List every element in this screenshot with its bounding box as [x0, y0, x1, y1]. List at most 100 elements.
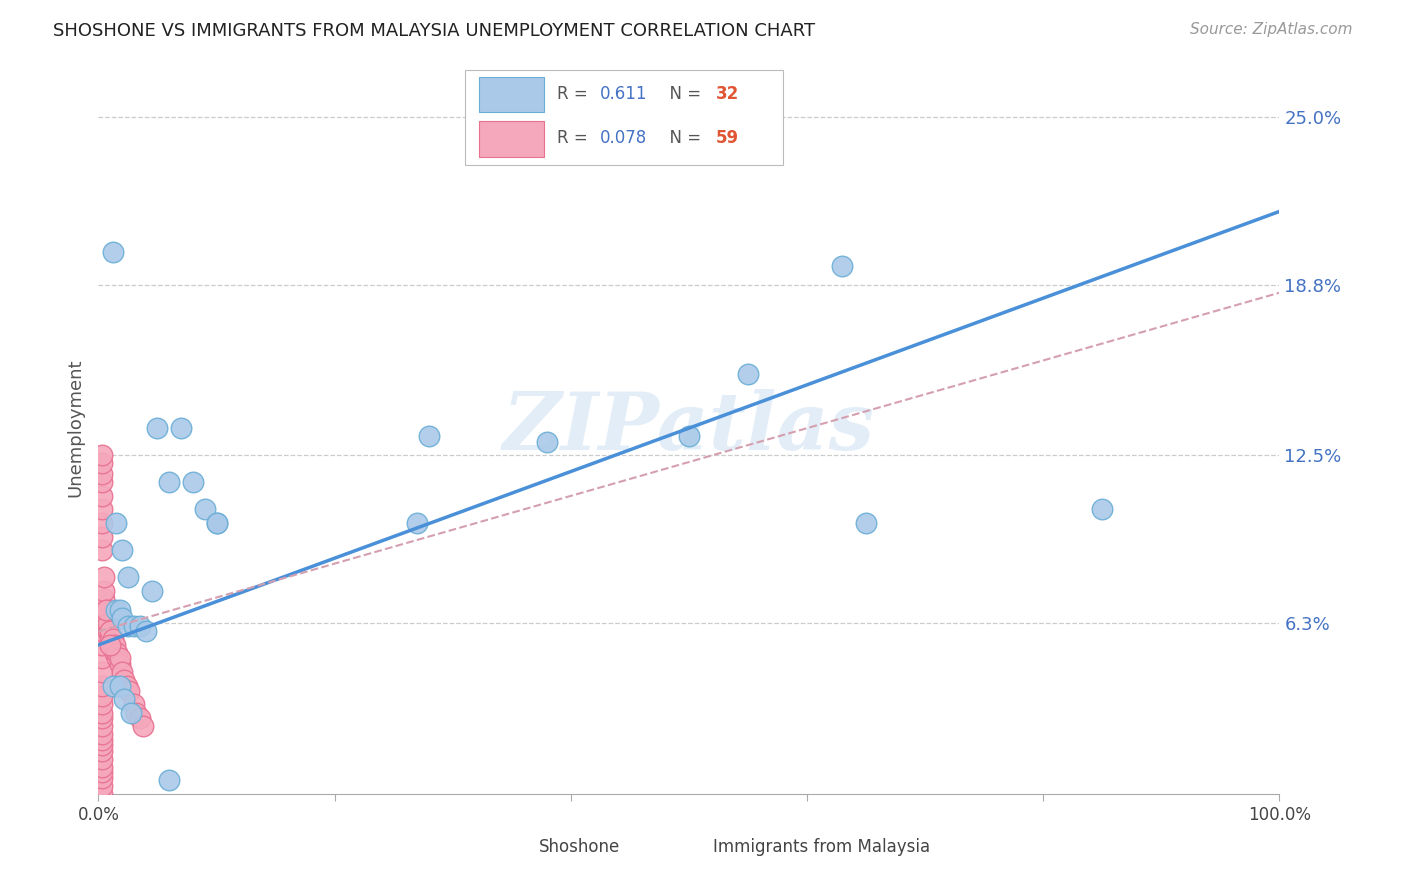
Text: SHOSHONE VS IMMIGRANTS FROM MALAYSIA UNEMPLOYMENT CORRELATION CHART: SHOSHONE VS IMMIGRANTS FROM MALAYSIA UNE…	[53, 22, 815, 40]
Point	[93, 591, 115, 606]
Point	[406, 516, 429, 530]
Point	[91, 543, 114, 558]
Point	[205, 516, 228, 530]
Point	[91, 738, 114, 752]
FancyBboxPatch shape	[644, 835, 700, 860]
Point	[121, 706, 143, 720]
Text: N =: N =	[659, 85, 707, 103]
Point	[93, 570, 115, 584]
Point	[91, 719, 114, 733]
Point	[105, 602, 128, 616]
Point	[536, 434, 558, 449]
Text: Source: ZipAtlas.com: Source: ZipAtlas.com	[1189, 22, 1353, 37]
FancyBboxPatch shape	[478, 77, 544, 112]
Point	[91, 760, 114, 774]
Point	[98, 630, 121, 644]
FancyBboxPatch shape	[464, 70, 783, 165]
Point	[91, 665, 114, 679]
Point	[101, 245, 124, 260]
Point	[418, 429, 440, 443]
Point	[94, 602, 117, 616]
Point	[91, 698, 114, 712]
Point	[91, 529, 114, 543]
Point	[115, 679, 138, 693]
Point	[831, 259, 853, 273]
Text: N =: N =	[659, 129, 707, 147]
Point	[91, 624, 114, 639]
Point	[111, 665, 134, 679]
Point	[128, 711, 150, 725]
Text: 59: 59	[716, 129, 740, 147]
Point	[91, 638, 114, 652]
Point	[91, 467, 114, 482]
Point	[96, 602, 118, 616]
Point	[105, 651, 128, 665]
Point	[93, 611, 115, 625]
Point	[205, 516, 228, 530]
Point	[108, 679, 131, 693]
Text: ZIPatlas: ZIPatlas	[503, 390, 875, 467]
Point	[101, 632, 124, 647]
Point	[91, 765, 114, 780]
Point	[91, 787, 114, 801]
Point	[737, 367, 759, 381]
Point	[91, 732, 114, 747]
Point	[678, 429, 700, 443]
FancyBboxPatch shape	[478, 121, 544, 156]
Point	[91, 679, 114, 693]
Point	[108, 602, 131, 616]
Text: 32: 32	[716, 85, 740, 103]
Point	[91, 448, 114, 462]
Point	[93, 602, 115, 616]
Point	[104, 646, 127, 660]
Point	[132, 719, 155, 733]
Point	[855, 516, 877, 530]
Point	[97, 616, 120, 631]
Point	[135, 624, 157, 639]
Point	[91, 743, 114, 757]
Point	[91, 711, 114, 725]
Point	[104, 638, 127, 652]
Point	[146, 421, 169, 435]
Text: 0.611: 0.611	[600, 85, 648, 103]
Y-axis label: Unemployment: Unemployment	[66, 359, 84, 498]
Point	[117, 619, 139, 633]
Point	[194, 502, 217, 516]
Point	[91, 779, 114, 793]
Point	[157, 475, 180, 490]
Point	[98, 638, 121, 652]
Point	[108, 651, 131, 665]
Point	[170, 421, 193, 435]
Text: R =: R =	[557, 129, 593, 147]
Point	[118, 684, 141, 698]
Text: Shoshone: Shoshone	[538, 838, 620, 856]
Point	[101, 638, 124, 652]
Point	[1091, 502, 1114, 516]
Point	[98, 624, 121, 639]
Point	[108, 657, 131, 671]
Text: 0.078: 0.078	[600, 129, 648, 147]
Point	[91, 706, 114, 720]
Point	[141, 583, 163, 598]
Text: Immigrants from Malaysia: Immigrants from Malaysia	[713, 838, 929, 856]
Point	[122, 698, 145, 712]
Text: R =: R =	[557, 85, 593, 103]
Point	[96, 619, 118, 633]
Point	[111, 543, 134, 558]
Point	[91, 456, 114, 470]
Point	[101, 679, 124, 693]
Point	[91, 771, 114, 785]
Point	[157, 773, 180, 788]
Point	[91, 489, 114, 503]
Point	[181, 475, 204, 490]
Point	[97, 624, 120, 639]
Point	[125, 706, 148, 720]
Point	[91, 690, 114, 704]
Point	[128, 619, 150, 633]
Point	[91, 752, 114, 766]
FancyBboxPatch shape	[471, 835, 527, 860]
Point	[91, 727, 114, 741]
Point	[93, 583, 115, 598]
Point	[122, 619, 145, 633]
Point	[91, 475, 114, 490]
